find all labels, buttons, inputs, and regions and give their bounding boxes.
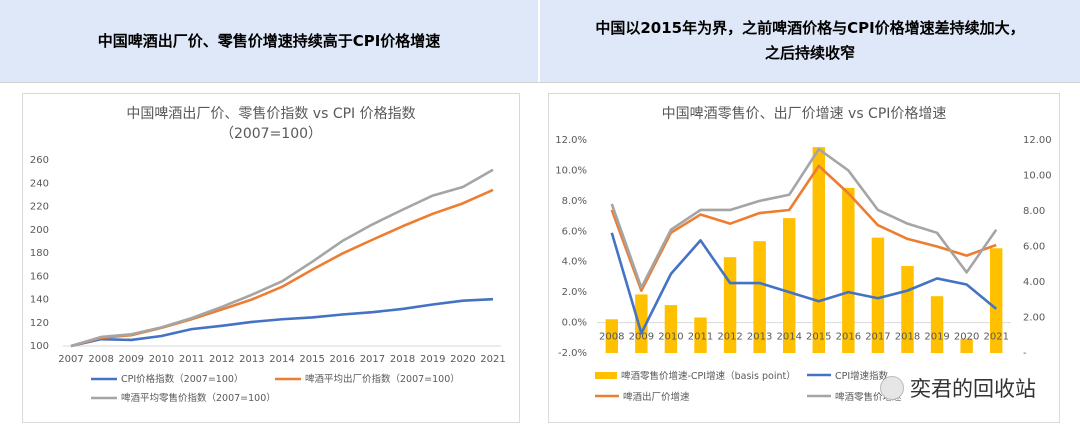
x-tick-label: 2011 [688, 332, 713, 343]
header-right-line1: 中国以2015年为界，之前啤酒价格与CPI价格增速差持续加大， [595, 19, 1025, 37]
legend-label-2: 啤酒平均零售价指数（2007=100） [121, 392, 276, 404]
x-tick-label: 2018 [390, 354, 415, 365]
y-right-tick-label: 4.00 [1023, 277, 1045, 288]
series-line-1 [70, 188, 494, 348]
bar [694, 317, 707, 353]
x-tick-label: 2013 [239, 354, 264, 365]
legend-label-1: 啤酒平均出厂价指数（2007=100） [305, 373, 460, 385]
series-line-0 [70, 297, 494, 348]
bar [901, 266, 914, 353]
legend-label-line-0: CPI增速指数 [835, 370, 889, 382]
x-tick-label: 2011 [179, 354, 204, 365]
y-right-tick-label: 2.00 [1023, 313, 1045, 324]
series-line-1 [610, 164, 997, 292]
x-tick-label: 2012 [717, 332, 742, 343]
y-tick-label: 100 [30, 341, 49, 352]
x-tick-label: 2020 [954, 332, 979, 343]
x-tick-label: 2008 [599, 332, 624, 343]
bar [605, 319, 618, 353]
y-left-tick-label: 2.0% [562, 287, 587, 298]
bar [871, 237, 885, 353]
series-line-0 [610, 232, 998, 335]
x-tick-label: 2008 [88, 354, 113, 365]
watermark-text: 奕君的回收站 [910, 377, 1036, 401]
left-chart-panel: 中国啤酒出厂价、零售价指数 vs CPI 价格指数 （2007=100） 100 12… [22, 93, 520, 423]
y-right-tick-label: - [1023, 348, 1027, 359]
x-tick-label: 2021 [480, 354, 505, 365]
y-tick-label: 180 [30, 248, 49, 259]
header-divider [538, 0, 540, 433]
y-left-tick-label: -2.0% [558, 348, 587, 359]
y-right-tick-label: 12.00 [1023, 135, 1052, 146]
x-tick-label: 2015 [806, 332, 831, 343]
x-tick-label: 2009 [629, 332, 654, 343]
y-tick-label: 160 [30, 271, 49, 282]
watermark: 奕君的回收站 [880, 373, 1036, 403]
series-line-2 [610, 147, 998, 289]
x-tick-label: 2014 [776, 332, 801, 343]
x-tick-label: 2014 [269, 354, 294, 365]
y-left-tick-label: 4.0% [562, 257, 587, 268]
legend-label-line-1: 啤酒出厂价增速 [623, 391, 690, 403]
wechat-icon [880, 376, 904, 400]
bar [812, 147, 825, 353]
x-tick-label: 2021 [983, 332, 1008, 343]
x-tick-label: 2009 [119, 354, 144, 365]
y-right-tick-label: 8.00 [1023, 206, 1045, 217]
right-chart-panel: 中国啤酒零售价、出厂价增速 vs CPI价格增速 -2.0% 0.0% 2.0% 4.0… [548, 93, 1060, 423]
x-tick-label: 2017 [360, 354, 385, 365]
y-left-tick-label: 10.0% [555, 165, 587, 176]
x-tick-label: 2012 [209, 354, 234, 365]
x-tick-label: 2018 [895, 332, 920, 343]
y-left-tick-label: 8.0% [562, 196, 587, 207]
y-tick-label: 260 [30, 155, 49, 166]
chart-title: 中国啤酒出厂价、零售价指数 vs CPI 价格指数 [126, 106, 415, 122]
x-tick-label: 2020 [450, 354, 475, 365]
y-tick-label: 120 [30, 318, 49, 329]
chart-title: 中国啤酒零售价、出厂价增速 vs CPI价格增速 [662, 106, 947, 122]
x-tick-label: 2019 [924, 332, 949, 343]
series-line-2 [70, 168, 494, 348]
bar [635, 294, 648, 353]
bar [783, 218, 796, 353]
y-tick-label: 200 [30, 225, 49, 236]
x-tick-label: 2013 [747, 332, 772, 343]
x-tick-label: 2010 [149, 354, 174, 365]
x-tick-label: 2019 [420, 354, 445, 365]
header-right-line2: 之后持续收窄 [764, 44, 855, 62]
y-right-tick-label: 10.00 [1023, 171, 1052, 182]
left-chart-svg: 中国啤酒出厂价、零售价指数 vs CPI 价格指数 （2007=100） 100 12… [30, 106, 506, 404]
header-left-text: 中国啤酒出厂价、零售价增速持续高于CPI价格增速 [97, 31, 441, 50]
y-tick-label: 140 [30, 295, 49, 306]
bar [990, 248, 1003, 353]
bar [842, 187, 855, 353]
y-tick-label: 220 [30, 202, 49, 213]
legend-label-0: CPI价格指数（2007=100） [121, 373, 243, 385]
y-left-tick-label: 12.0% [555, 135, 587, 146]
bar [723, 257, 737, 353]
y-left-tick-label: 0.0% [562, 318, 587, 329]
bar [930, 296, 944, 353]
x-tick-label: 2007 [58, 354, 83, 365]
legend-swatch-bars [595, 372, 617, 379]
legend-label-bars: 啤酒零售价增速-CPI增速（basis point） [621, 370, 796, 382]
header-right: 中国以2015年为界，之前啤酒价格与CPI价格增速差持续加大， 之后持续收窄 [540, 0, 1080, 82]
x-tick-label: 2010 [658, 332, 683, 343]
x-tick-label: 2016 [836, 332, 861, 343]
y-left-tick-label: 6.0% [562, 226, 587, 237]
y-tick-label: 240 [30, 178, 49, 189]
chart-subtitle: （2007=100） [220, 126, 322, 142]
right-chart-svg: 中国啤酒零售价、出厂价增速 vs CPI价格增速 -2.0% 0.0% 2.0% 4.0… [555, 106, 1052, 403]
bar [960, 338, 973, 353]
bar [753, 241, 766, 353]
header-bottom-border [0, 82, 1080, 83]
bar [664, 305, 678, 353]
x-tick-label: 2016 [330, 354, 355, 365]
x-tick-label: 2017 [865, 332, 890, 343]
x-tick-label: 2015 [299, 354, 324, 365]
header-left: 中国啤酒出厂价、零售价增速持续高于CPI价格增速 [0, 0, 538, 82]
y-right-tick-label: 6.00 [1023, 242, 1045, 253]
